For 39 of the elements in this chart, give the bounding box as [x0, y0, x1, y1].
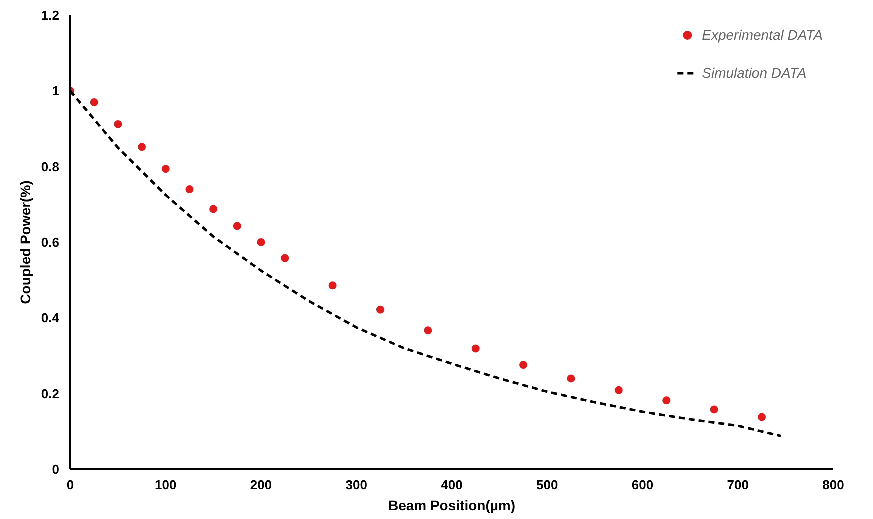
point [758, 413, 766, 422]
point [710, 406, 718, 414]
x-tick-label: 200 [250, 478, 272, 492]
point [567, 374, 576, 383]
point [257, 238, 266, 246]
point [424, 326, 432, 335]
y-tick-label: 0.4 [41, 310, 60, 326]
legend-label: Experimental DATA [702, 27, 823, 43]
x-tick-label: 400 [441, 478, 463, 492]
x-tick-label: 700 [727, 478, 749, 492]
y-tick-label: 0 [52, 462, 60, 477]
x-tick-label: 600 [632, 478, 654, 492]
point [162, 165, 170, 174]
y-tick-label: 0.8 [41, 159, 60, 174]
x-tick-label: 300 [346, 478, 368, 492]
legend-label: Simulation DATA [702, 65, 807, 81]
point [614, 386, 623, 394]
point [520, 361, 528, 370]
x-tick-label: 0 [66, 478, 74, 492]
y-tick-label: 1 [52, 84, 60, 99]
point [138, 143, 146, 152]
point [114, 120, 122, 128]
x-axis-title: Beam Position(µm) [388, 498, 516, 514]
point [210, 205, 218, 214]
point [281, 254, 290, 262]
y-tick-label: 1.2 [41, 8, 60, 23]
point [662, 396, 671, 405]
point [328, 282, 337, 290]
point [90, 98, 98, 107]
y-tick-label: 0.2 [41, 386, 60, 402]
y-tick-label: 0.6 [41, 235, 60, 250]
x-tick-label: 800 [822, 478, 844, 492]
point [233, 222, 242, 230]
x-tick-label: 100 [155, 478, 177, 492]
point [376, 306, 384, 314]
y-axis-title: Coupled Power(%) [17, 180, 34, 304]
point [472, 344, 480, 353]
x-tick-label: 500 [536, 478, 558, 492]
point [186, 186, 194, 194]
